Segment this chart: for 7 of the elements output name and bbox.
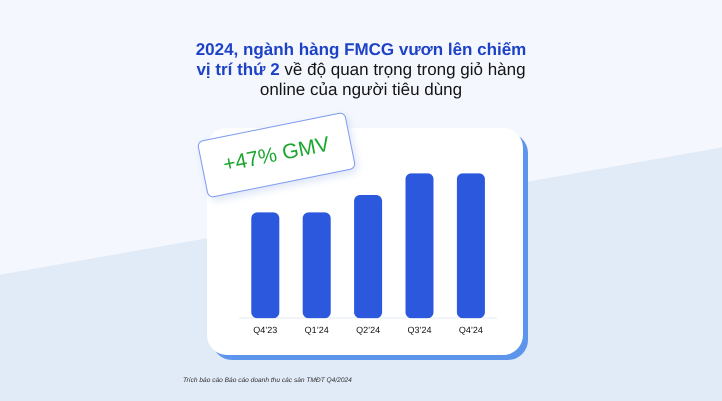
- chart-title: 2024, ngành hàng FMCG vươn lên chiếm vị trí thứ 2 về độ quan trọng trong giỏ hàng online của người tiêu dùng: [196, 40, 526, 99]
- x-tick-label: Q2’24: [356, 325, 380, 336]
- x-tick-label: Q4’23: [253, 325, 278, 336]
- x-tick-label: Q1’24: [304, 325, 329, 336]
- annotation: +47% GMV: [221, 132, 332, 178]
- x-tick-label: Q3’24: [407, 325, 432, 336]
- x-tick-label: Q4’24: [458, 325, 483, 336]
